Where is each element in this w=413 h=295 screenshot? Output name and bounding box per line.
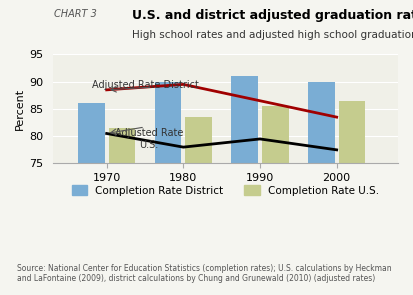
Text: U.S. and district adjusted graduation rates fall: U.S. and district adjusted graduation ra… <box>132 9 413 22</box>
Bar <box>262 106 289 295</box>
Bar <box>185 117 212 295</box>
Bar <box>154 82 181 295</box>
Text: High school rates and adjusted high school graduation rates: High school rates and adjusted high scho… <box>132 30 413 40</box>
Text: CHART 3: CHART 3 <box>54 9 97 19</box>
Bar <box>308 82 335 295</box>
Legend: Completion Rate District, Completion Rate U.S.: Completion Rate District, Completion Rat… <box>67 181 384 200</box>
Y-axis label: Percent: Percent <box>15 88 25 130</box>
Bar <box>231 76 258 295</box>
Text: Adjusted Rate
U.S.: Adjusted Rate U.S. <box>115 128 183 150</box>
Bar <box>109 128 135 295</box>
Bar <box>78 104 105 295</box>
Text: Source: National Center for Education Statistics (completion rates); U.S. calcul: Source: National Center for Education St… <box>17 264 391 283</box>
Text: Adjusted Rate District: Adjusted Rate District <box>92 80 199 90</box>
Bar <box>339 101 366 295</box>
